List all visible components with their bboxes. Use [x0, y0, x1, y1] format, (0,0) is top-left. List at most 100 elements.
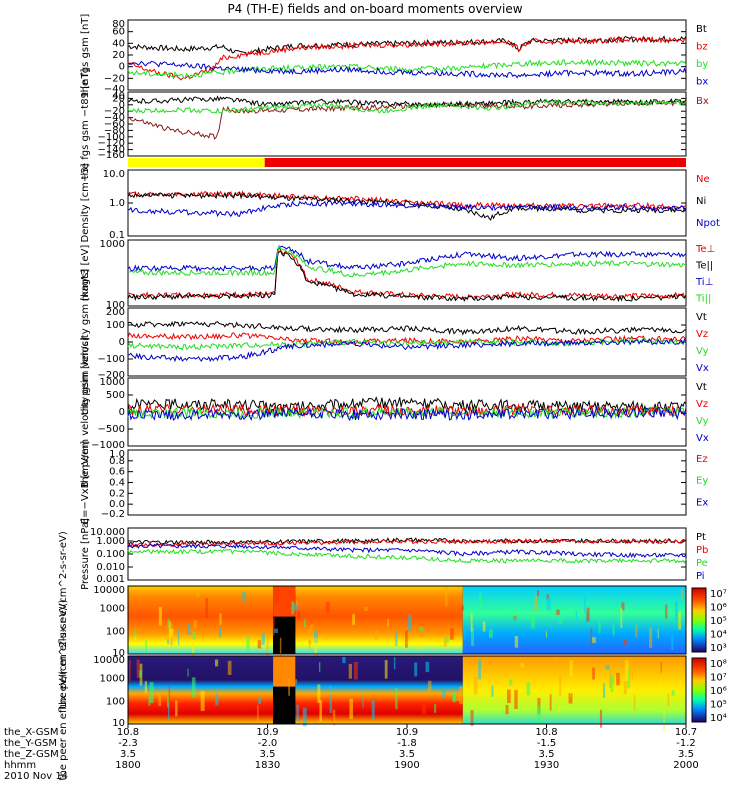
spectrogram-texture-9-40 [443, 633, 447, 647]
colorbar-tick-10-4: 10⁴ [710, 713, 727, 724]
spectrogram-texture-9-64 [314, 638, 317, 656]
panel-frame-1 [127, 91, 687, 157]
spectrogram-texture-10-42 [599, 709, 603, 728]
panel-ylabel-10: the peer en eflux eV/(cm^2-s-sr-eV) [58, 599, 69, 780]
series-line-0-1 [127, 35, 687, 81]
legend-8-2: Pe [696, 558, 708, 569]
spectrogram-texture-9-28 [291, 601, 295, 615]
bottom-axis-x-4: 10.7 [675, 727, 697, 738]
spectrogram-texture-9-57 [461, 605, 465, 611]
spectrogram-texture-10-79 [612, 685, 616, 701]
ytick-label-5-1: 100 [106, 320, 125, 331]
colorbar-tick-10-3: 10⁵ [710, 700, 727, 711]
spectrogram-texture-10-61 [425, 661, 430, 673]
ytick-label-6-4: −1000 [91, 440, 125, 451]
spectrogram-texture-9-7 [546, 594, 549, 600]
spectrogram-texture-9-5 [680, 588, 683, 601]
spectrogram-texture-10-50 [288, 678, 290, 696]
spectrogram-texture-10-83 [452, 694, 457, 702]
panel-9: the peir en eflux eV/(cm^2-s-sr-eV) 10000… [58, 531, 727, 709]
series-line-4-3 [127, 244, 687, 278]
panel-ylabel-0: the fgs gsm [nT] [80, 14, 91, 97]
spectrogram-texture-9-56 [575, 610, 578, 620]
series-line-4-1 [127, 250, 687, 303]
spectrogram-texture-10-57 [129, 659, 131, 681]
spectrogram-texture-9-39 [470, 613, 473, 632]
ytick-label-1-2: 0 [119, 100, 125, 111]
spectrogram-texture-9-70 [649, 628, 653, 648]
ytick-label-1-6: −80 [104, 125, 125, 136]
legend-8-1: Pb [696, 545, 708, 556]
series-line-8-2 [127, 548, 687, 564]
spectrogram-texture-9-54 [514, 635, 519, 648]
spectrogram-texture-9-2 [665, 604, 668, 619]
ytick-label-8-0: 10.000 [90, 527, 125, 538]
spectrogram-texture-10-80 [427, 680, 432, 693]
series-line-8-3 [127, 542, 687, 559]
spectrogram-texture-10-18 [191, 677, 196, 698]
spectrogram-texture-10-89 [624, 660, 629, 681]
ytick-label-6-3: −500 [98, 424, 125, 435]
legend-5-2: Vy [696, 346, 709, 357]
spectrogram-texture-9-22 [556, 609, 560, 615]
bottom-row-label-z: the_Z-GSM [4, 749, 59, 760]
series-line-6-0 [127, 396, 687, 414]
legend-4-1: Te|| [695, 261, 713, 272]
spectrogram-texture-9-76 [218, 628, 222, 638]
bottom-axis-t-0: 1800 [115, 760, 140, 771]
bottom-axis-y-4: -1.2 [676, 738, 696, 749]
colorbar-tick-9-4: 10³ [710, 643, 727, 654]
ytick-label-5-4: −200 [98, 370, 125, 381]
panel-frame-0 [127, 19, 687, 91]
spectrogram-texture-10-84 [657, 682, 662, 693]
spectrogram-texture-10-66 [491, 685, 494, 697]
spectrogram-texture-9-80 [308, 639, 312, 645]
spectrogram-texture-10-70 [333, 709, 336, 726]
spectrogram-texture-9-59 [219, 613, 222, 625]
spectrogram-texture-10-39 [520, 662, 525, 668]
spectrogram-texture-9-48 [559, 618, 562, 624]
spectrogram-texture-9-74 [545, 631, 548, 638]
spectrogram-texture-9-8 [303, 619, 306, 628]
spectrogram-texture-9-13 [612, 624, 615, 636]
spectrogram-texture-10-60 [456, 694, 461, 702]
mode-bar-segment-1 [264, 158, 686, 167]
spectrogram-texture-9-24 [591, 637, 596, 643]
spectrogram-texture-9-68 [514, 608, 517, 620]
series-line-4-2 [127, 245, 687, 273]
spectrogram-texture-10-1 [442, 688, 446, 698]
series-line-0-0 [127, 35, 687, 57]
ytick-label-7-5: 0.0 [109, 499, 125, 510]
spectrogram-texture-10-82 [168, 684, 171, 707]
spectrogram-texture-9-44 [678, 611, 681, 630]
spectrogram-texture-9-84 [168, 620, 171, 642]
spectrogram-texture-9-37 [297, 610, 301, 620]
ytick-label-10-2: 100 [106, 696, 125, 707]
spectrogram-mid-9 [295, 586, 463, 654]
bottom-axis-t-3: 1930 [534, 760, 559, 771]
spectrogram-early-9 [128, 586, 274, 654]
spectrogram-texture-9-51 [671, 634, 674, 651]
spectrogram-texture-10-11 [302, 707, 307, 727]
spectrogram-texture-9-41 [187, 623, 191, 635]
legend-6-0: Vt [696, 382, 707, 393]
ytick-label-0-2: 40 [112, 38, 125, 49]
legend-5-3: Vx [696, 363, 709, 374]
ytick-label-3-2: 0.1 [109, 230, 125, 241]
spectrogram-texture-9-21 [293, 603, 298, 611]
ytick-label-0-4: 0 [119, 62, 125, 73]
ytick-label-8-3: 0.010 [96, 562, 125, 573]
legend-5-1: Vz [696, 329, 708, 340]
spectrogram-texture-9-29 [620, 607, 623, 628]
series-line-5-1 [127, 332, 687, 346]
series-line-8-0 [127, 537, 687, 546]
bottom-axis-x-3: 10.8 [535, 727, 557, 738]
ytick-label-1-10: −160 [98, 150, 125, 161]
legend-0-1: bz [696, 42, 708, 53]
ytick-label-9-0: 10000 [93, 585, 125, 596]
spectrogram-texture-10-87 [241, 699, 243, 707]
spectrogram-texture-10-10 [473, 676, 478, 695]
ytick-label-7-4: 0.2 [109, 488, 125, 499]
spectrogram-texture-9-26 [584, 597, 586, 614]
